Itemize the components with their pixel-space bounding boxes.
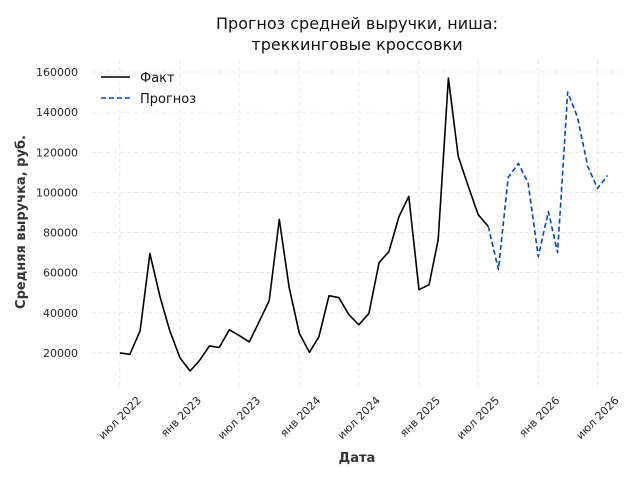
x-tick-label: янв 2023 [158,394,204,440]
x-tick-label: янв 2024 [278,394,324,440]
y-axis-ticks: 20000 40000 60000 80000 100000 120000 140000 16… [36,66,78,360]
x-tick-label: янв 2026 [517,394,563,440]
y-tick-label: 20000 [43,347,78,360]
y-tick-label: 80000 [43,227,78,240]
chart-title-line-1: Прогноз средней выручки, ниша: [216,14,498,33]
x-tick-label: июл 2025 [454,394,502,442]
y-tick-label: 100000 [36,186,78,199]
y-tick-label: 120000 [36,146,78,159]
x-tick-label: июл 2023 [215,394,263,442]
x-axis-label: Дата [339,451,376,466]
x-tick-label: июл 2022 [96,394,144,442]
legend-label-forecast: Прогноз [140,92,196,107]
x-tick-label: июл 2024 [335,394,383,442]
series [119,77,609,372]
chart-title-line-2: треккинговые кроссовки [251,35,462,54]
grid [92,60,622,387]
y-tick-label: 40000 [43,307,78,320]
legend-label-fact: Факт [140,71,175,86]
series-line-forecast [487,91,609,271]
x-tick-label: янв 2025 [397,394,443,440]
x-axis-ticks: июл 2022 янв 2023 июл 2023 янв 2024 июл 2024… [96,394,622,442]
y-axis-label: Средняя выручка, руб. [14,135,29,309]
y-tick-label: 140000 [36,106,78,119]
y-tick-label: 160000 [36,66,78,79]
legend: Факт Прогноз [101,71,196,107]
x-tick-label: июл 2026 [574,394,622,442]
y-tick-label: 60000 [43,267,78,280]
series-line-fact [119,77,489,372]
